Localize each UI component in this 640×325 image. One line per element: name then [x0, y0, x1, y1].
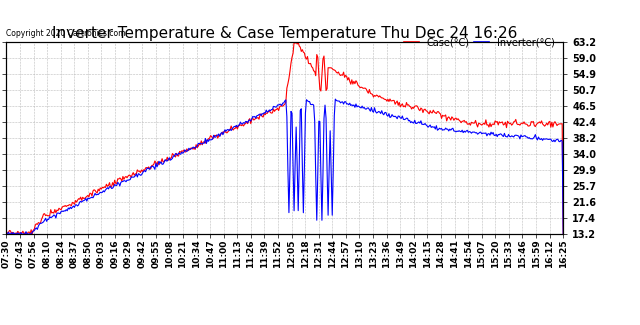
- Title: Inverter Temperature & Case Temperature Thu Dec 24 16:26: Inverter Temperature & Case Temperature …: [52, 26, 518, 41]
- Legend: Case(°C), Inverter(°C): Case(°C), Inverter(°C): [400, 34, 558, 51]
- Text: Copyright 2020 Cartronics.com: Copyright 2020 Cartronics.com: [6, 29, 126, 38]
